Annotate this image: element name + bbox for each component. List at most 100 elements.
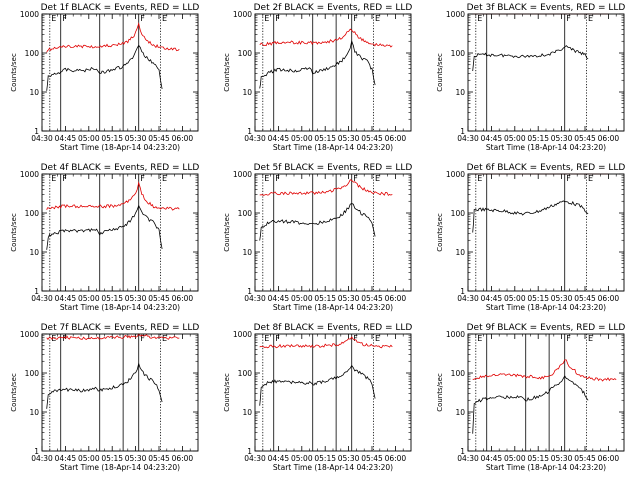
y-tick-label: 1000 <box>446 10 465 19</box>
y-tick-label: 1000 <box>233 330 252 339</box>
y-tick-label: 10 <box>242 408 252 417</box>
y-tick-label: 100 <box>25 209 40 218</box>
series-events-line <box>259 39 376 89</box>
x-tick-label: 06:00 <box>598 294 620 303</box>
marker-label: E <box>264 334 269 343</box>
plot-frame <box>41 173 199 292</box>
y-tick-label: 1000 <box>20 170 39 179</box>
y-tick-label: 10 <box>455 248 465 257</box>
marker-label: F <box>566 334 571 343</box>
x-tick-label: 05:45 <box>574 294 596 303</box>
y-tick-label: 10 <box>455 408 465 417</box>
y-tick-label: 1 <box>247 127 252 136</box>
panel-title: Det 3f BLACK = Events, RED = LLD <box>467 3 626 13</box>
marker-label: F <box>275 14 280 23</box>
x-tick-label: 04:30 <box>244 454 266 463</box>
marker-label: F <box>140 174 145 183</box>
x-tick-label: 05:15 <box>101 454 123 463</box>
x-tick-label: 05:30 <box>125 134 147 143</box>
x-tick-label: 04:45 <box>55 134 77 143</box>
x-tick-label: 06:00 <box>172 454 194 463</box>
panel-6: Det 6f BLACK = Events, RED = LLD Counts/s… <box>436 163 625 312</box>
panel-title: Det 9f BLACK = Events, RED = LLD <box>467 323 626 333</box>
plot-frame <box>467 173 625 292</box>
x-tick-label: 05:45 <box>574 454 596 463</box>
y-axis-label: Counts/sec <box>10 213 18 252</box>
y-tick-label: 1 <box>460 447 465 456</box>
marker-label: E <box>588 174 593 183</box>
y-tick-label: 100 <box>25 369 40 378</box>
marker-label: E <box>51 14 56 23</box>
marker-label: E <box>477 14 482 23</box>
x-axis-label: Start Time (18-Apr-14 04:23:20) <box>60 463 180 472</box>
y-tick-label: 100 <box>238 209 253 218</box>
marker-label: F <box>353 334 358 343</box>
y-tick-label: 1000 <box>233 170 252 179</box>
x-tick-label: 05:45 <box>361 454 383 463</box>
x-tick-label: 04:45 <box>55 294 77 303</box>
series-lld-line <box>46 333 180 340</box>
marker-label: F <box>140 14 145 23</box>
y-tick-label: 10 <box>242 248 252 257</box>
y-tick-label: 1 <box>247 447 252 456</box>
x-tick-label: 06:00 <box>598 134 620 143</box>
x-tick-label: 04:45 <box>55 454 77 463</box>
series-events-line <box>259 364 376 406</box>
series-events-line <box>472 45 589 72</box>
x-tick-label: 05:00 <box>504 454 526 463</box>
x-tick-label: 04:30 <box>31 454 53 463</box>
y-axis-label: Counts/sec <box>223 373 231 412</box>
x-tick-label: 05:15 <box>101 294 123 303</box>
series-lld-line <box>472 359 617 382</box>
marker-label: E <box>375 334 380 343</box>
marker-label: E <box>162 334 167 343</box>
x-tick-label: 04:45 <box>481 134 503 143</box>
x-tick-label: 05:15 <box>101 134 123 143</box>
y-tick-label: 1000 <box>233 10 252 19</box>
marker-label: E <box>162 14 167 23</box>
series-lld-line <box>46 181 180 211</box>
panel-title: Det 1f BLACK = Events, RED = LLD <box>41 3 200 13</box>
series-events-line <box>259 203 376 241</box>
x-tick-label: 05:30 <box>338 134 360 143</box>
y-tick-label: 10 <box>29 248 39 257</box>
plot-frame <box>41 333 199 452</box>
marker-label: E <box>264 174 269 183</box>
panel-title: Det 7f BLACK = Events, RED = LLD <box>41 323 200 333</box>
y-tick-label: 100 <box>451 369 466 378</box>
x-tick-label: 05:45 <box>361 134 383 143</box>
series-lld-line <box>259 336 393 349</box>
marker-label: E <box>264 14 269 23</box>
y-tick-label: 1000 <box>20 10 39 19</box>
panel-8: Det 8f BLACK = Events, RED = LLD Counts/s… <box>223 323 412 472</box>
x-tick-label: 06:00 <box>172 134 194 143</box>
x-tick-label: 06:00 <box>598 454 620 463</box>
marker-label: F <box>566 174 571 183</box>
panel-4: Det 4f BLACK = Events, RED = LLD Counts/s… <box>10 163 199 312</box>
x-tick-label: 05:30 <box>551 454 573 463</box>
x-axis-label: Start Time (18-Apr-14 04:23:20) <box>273 143 393 152</box>
marker-label: F <box>62 174 67 183</box>
y-tick-label: 100 <box>238 369 253 378</box>
x-tick-label: 06:00 <box>385 134 407 143</box>
series-events-line <box>472 375 589 434</box>
y-tick-label: 1 <box>34 447 39 456</box>
y-tick-label: 1 <box>247 287 252 296</box>
y-tick-label: 10 <box>455 88 465 97</box>
y-axis-label: Counts/sec <box>10 373 18 412</box>
panel-7: Det 7f BLACK = Events, RED = LLD Counts/s… <box>10 323 199 472</box>
marker-label: F <box>275 174 280 183</box>
plot-frame <box>254 13 412 132</box>
x-axis-label: Start Time (18-Apr-14 04:23:20) <box>273 463 393 472</box>
marker-label: E <box>375 174 380 183</box>
plot-frame <box>254 333 412 452</box>
y-tick-label: 100 <box>25 49 40 58</box>
y-tick-label: 10 <box>29 88 39 97</box>
x-tick-label: 05:00 <box>504 294 526 303</box>
y-tick-label: 10 <box>242 88 252 97</box>
x-tick-label: 04:30 <box>244 294 266 303</box>
x-tick-label: 04:30 <box>457 134 479 143</box>
series-events-line <box>46 204 163 250</box>
x-tick-label: 06:00 <box>385 454 407 463</box>
